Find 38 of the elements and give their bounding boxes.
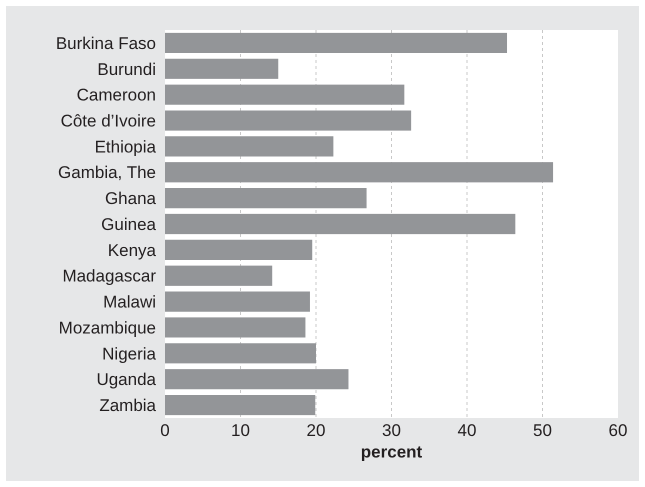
bar	[165, 84, 404, 105]
x-tick-label: 40	[458, 421, 476, 440]
y-tick-label: Uganda	[96, 370, 157, 390]
y-tick-label: Ethiopia	[94, 137, 157, 156]
x-tick-label: 10	[231, 421, 250, 440]
bar	[165, 317, 306, 338]
y-tick-label: Guinea	[101, 214, 157, 234]
y-tick-label: Gambia, The	[58, 163, 156, 182]
x-axis-title: percent	[360, 442, 423, 462]
bar	[165, 188, 367, 208]
bar	[165, 58, 278, 79]
y-tick-label: Kenya	[108, 240, 157, 260]
y-tick-label: Côte d’Ivoire	[60, 111, 156, 130]
bar	[165, 369, 348, 390]
x-tick-label: 30	[382, 421, 401, 440]
bar	[165, 292, 310, 312]
bar	[165, 136, 334, 156]
bar	[165, 343, 316, 364]
y-tick-label: Zambia	[99, 396, 157, 416]
x-tick-label: 60	[608, 421, 628, 440]
y-tick-label: Nigeria	[102, 344, 157, 364]
bar	[165, 110, 412, 131]
bar	[165, 240, 312, 260]
y-tick-label: Mozambique	[58, 318, 156, 338]
bar	[165, 394, 316, 416]
y-tick-label: Malawi	[103, 292, 156, 312]
bar	[165, 32, 508, 54]
x-tick-label: 20	[306, 421, 326, 440]
bar	[165, 214, 516, 234]
bar	[165, 266, 272, 286]
y-tick-label: Burundi	[97, 60, 156, 79]
y-tick-label: Cameroon	[76, 86, 156, 105]
y-tick-label: Madagascar	[62, 266, 156, 286]
bar	[165, 162, 554, 182]
y-tick-label: Burkina Faso	[56, 34, 156, 53]
y-tick-label: Ghana	[104, 189, 157, 208]
x-tick-label: 0	[160, 421, 170, 440]
x-tick-label: 50	[533, 421, 552, 440]
